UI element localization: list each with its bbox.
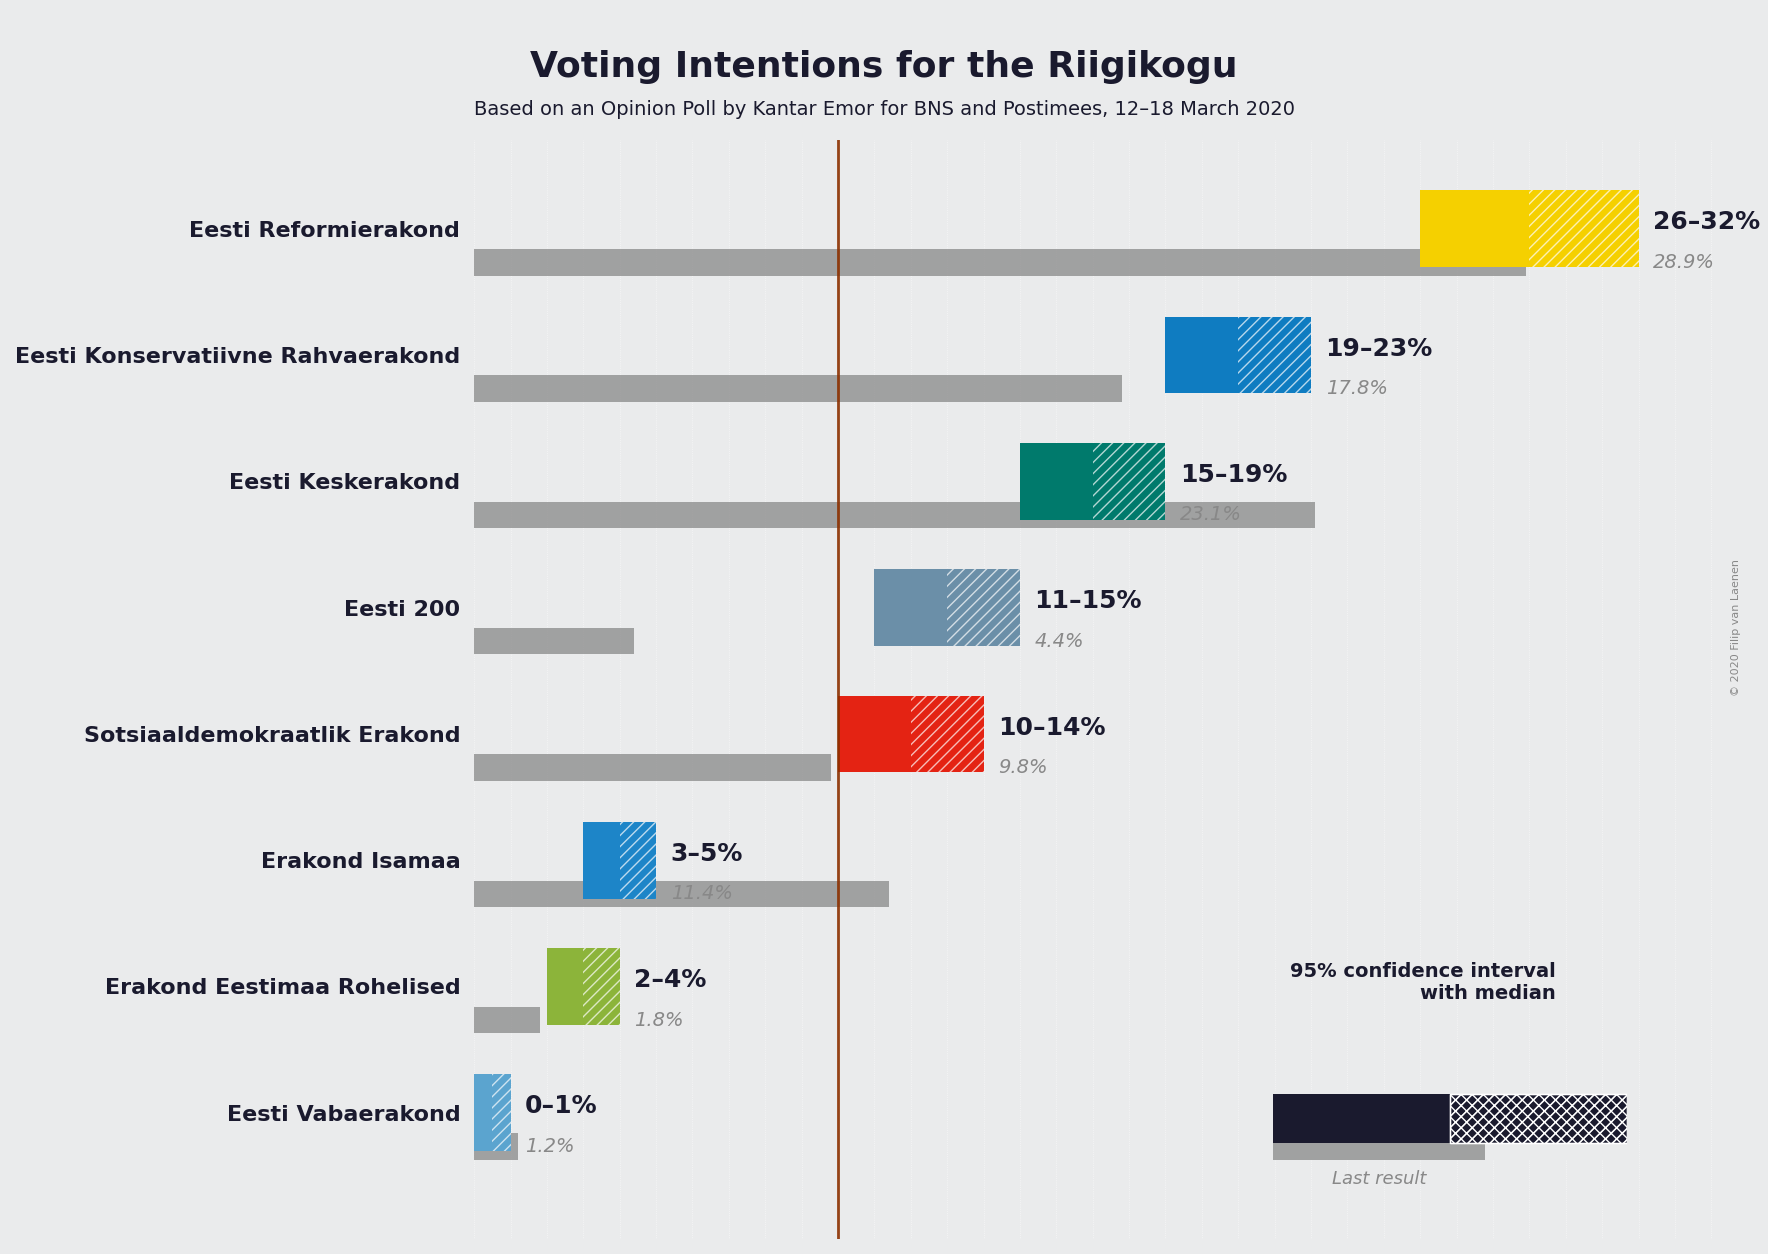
Text: 19–23%: 19–23%: [1326, 337, 1432, 361]
Bar: [474, 628, 635, 655]
Text: Last result: Last result: [1331, 1170, 1427, 1189]
Bar: [583, 821, 621, 899]
Bar: [546, 948, 583, 1025]
Bar: [1020, 443, 1093, 519]
Text: 3–5%: 3–5%: [670, 841, 743, 865]
Text: Voting Intentions for the Riigikogu: Voting Intentions for the Riigikogu: [530, 50, 1238, 84]
Bar: [474, 1007, 539, 1033]
Text: 95% confidence interval
with median: 95% confidence interval with median: [1291, 962, 1556, 1003]
Bar: [474, 755, 831, 781]
Bar: [1450, 1095, 1627, 1142]
Text: 28.9%: 28.9%: [1653, 253, 1715, 272]
Bar: [583, 948, 621, 1025]
Bar: [1273, 1095, 1450, 1142]
Text: Based on an Opinion Poll by Kantar Emor for BNS and Postimees, 12–18 March 2020: Based on an Opinion Poll by Kantar Emor …: [474, 100, 1294, 119]
Bar: [474, 880, 889, 907]
Text: 0–1%: 0–1%: [525, 1095, 598, 1119]
Bar: [1273, 1137, 1485, 1161]
Text: 1.8%: 1.8%: [635, 1011, 684, 1030]
Bar: [621, 821, 656, 899]
Text: 15–19%: 15–19%: [1179, 463, 1287, 487]
Bar: [1093, 443, 1165, 519]
Bar: [1093, 443, 1165, 519]
Bar: [1238, 317, 1312, 394]
Text: 11.4%: 11.4%: [670, 884, 732, 903]
Bar: [1529, 191, 1639, 267]
Bar: [474, 1075, 492, 1151]
Bar: [948, 569, 1020, 646]
Bar: [492, 1075, 511, 1151]
Text: 9.8%: 9.8%: [999, 757, 1048, 777]
Bar: [621, 821, 656, 899]
Bar: [1450, 1095, 1627, 1142]
Bar: [474, 250, 1526, 276]
Text: 4.4%: 4.4%: [1034, 632, 1084, 651]
Text: 17.8%: 17.8%: [1326, 379, 1388, 399]
Bar: [911, 696, 983, 772]
Bar: [911, 696, 983, 772]
Text: 1.2%: 1.2%: [525, 1137, 575, 1156]
Text: 10–14%: 10–14%: [999, 716, 1105, 740]
Bar: [492, 1075, 511, 1151]
Bar: [474, 502, 1315, 528]
Text: 2–4%: 2–4%: [635, 968, 707, 992]
Bar: [1420, 191, 1529, 267]
Bar: [1529, 191, 1639, 267]
Text: 11–15%: 11–15%: [1034, 589, 1142, 613]
Bar: [1165, 317, 1238, 394]
Text: © 2020 Filip van Laenen: © 2020 Filip van Laenen: [1731, 558, 1741, 696]
Bar: [1238, 317, 1312, 394]
Bar: [875, 569, 948, 646]
Text: 26–32%: 26–32%: [1653, 211, 1761, 234]
Bar: [474, 1134, 518, 1160]
Bar: [474, 375, 1123, 401]
Bar: [838, 696, 911, 772]
Bar: [583, 948, 621, 1025]
Bar: [948, 569, 1020, 646]
Text: 23.1%: 23.1%: [1179, 505, 1241, 524]
